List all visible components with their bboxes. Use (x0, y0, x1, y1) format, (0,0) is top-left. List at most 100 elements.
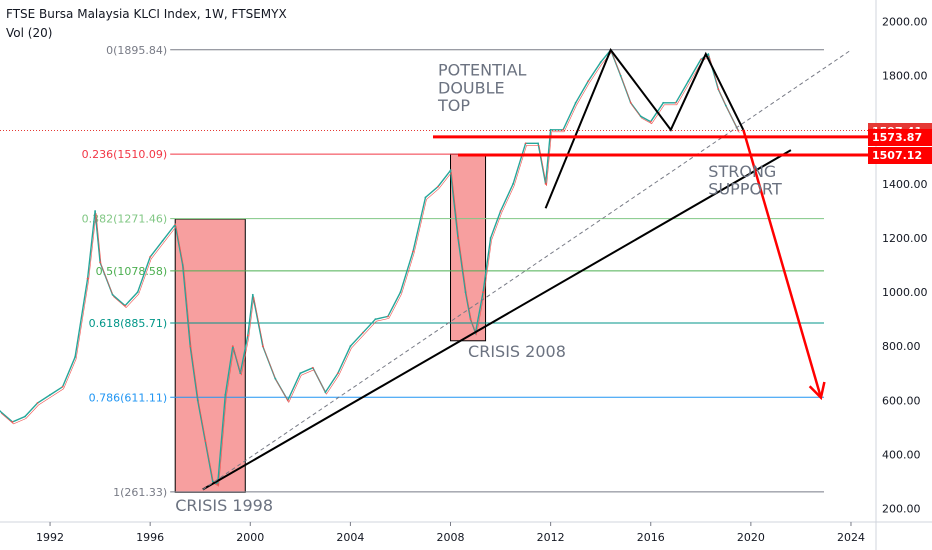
price-point (524, 142, 527, 145)
y-tick-label: 600.00 (882, 394, 921, 407)
y-tick-label: 1000.00 (882, 286, 928, 299)
price-point (0, 410, 1, 413)
price-point (537, 142, 540, 145)
price-point (216, 483, 219, 486)
double-top-pattern-line (544, 47, 745, 209)
price-point (674, 101, 677, 104)
price-point (544, 183, 547, 185)
price-point (464, 291, 467, 294)
price-point (11, 421, 14, 423)
price-point (374, 318, 377, 321)
fib-level-label: 0.5(1078.58) (96, 265, 168, 278)
price-point (469, 318, 472, 321)
forecast-arrow-head (808, 381, 826, 401)
price-point (619, 74, 622, 77)
price-point (424, 196, 427, 199)
price-point (324, 391, 327, 394)
price-point (387, 315, 389, 318)
price-point (74, 356, 76, 358)
chart-annotation: TOP (437, 96, 470, 115)
chart-annotation: CRISIS 1998 (175, 496, 273, 515)
price-point (649, 120, 652, 123)
y-tick-label: 400.00 (882, 448, 921, 461)
price-point (286, 399, 289, 402)
price-point (196, 399, 199, 402)
chart-annotation: POTENTIAL (438, 61, 527, 80)
price-point (181, 264, 184, 266)
crisis-box-0 (174, 218, 246, 493)
price-point (251, 293, 254, 296)
price-point (86, 277, 89, 280)
price-point (111, 293, 114, 296)
price-point (299, 372, 302, 375)
price-point (136, 291, 139, 294)
x-tick-label: 2020 (737, 531, 765, 544)
price-point (124, 304, 127, 307)
price-point (724, 104, 727, 107)
price-point (639, 115, 642, 118)
price-point (261, 345, 264, 348)
price-point (174, 223, 177, 226)
x-tick-label: 2012 (537, 531, 565, 544)
price-point (161, 239, 164, 242)
price-point (717, 88, 720, 91)
price-point (629, 101, 632, 104)
price-point (149, 256, 152, 258)
forecast-arrow-line (742, 129, 823, 398)
fib-level-label: 0.618(885.71) (89, 317, 168, 330)
price-point (412, 250, 414, 253)
crisis-highlight-boxes (174, 153, 487, 493)
fib-level-label: 0.786(611.11) (89, 391, 168, 404)
price-point (574, 101, 577, 104)
price-point (94, 210, 97, 212)
price-point (239, 372, 242, 375)
price-point (36, 402, 39, 404)
fib-level-label: 0.382(1271.46) (82, 213, 168, 226)
y-tick-label: 1800.00 (882, 70, 928, 83)
price-point (489, 237, 492, 239)
fibonacci-retracement: 0(1895.84) 0.236(1510.09) 0.382(1271.46) 0.… (82, 44, 824, 499)
price-point (549, 128, 552, 131)
fib-level-label: 1(261.33) (113, 486, 167, 499)
price-point (274, 377, 277, 380)
price-point (204, 439, 207, 442)
x-tick-label: 2016 (637, 531, 665, 544)
x-tick-label: 2024 (837, 531, 865, 544)
price-point (246, 334, 249, 337)
price-point (189, 345, 192, 348)
price-point (662, 101, 665, 104)
price-point (499, 210, 502, 212)
chart-annotation: CRISIS 2008 (468, 342, 566, 361)
volume-indicator-label[interactable]: Vol (20) (6, 26, 53, 40)
price-point (349, 345, 352, 348)
y-tick-label: 800.00 (882, 340, 921, 353)
price-point (437, 185, 439, 188)
price-point (707, 53, 710, 55)
price-point (99, 261, 102, 264)
price-point (211, 480, 214, 483)
price-point (562, 128, 565, 131)
price-series-shadow (0, 51, 740, 487)
fib-level-label: 0.236(1510.09) (82, 148, 168, 161)
price-point (362, 331, 364, 334)
price-tag: 1507.12 (868, 146, 932, 164)
y-tick-label: 200.00 (882, 502, 921, 515)
price-point (311, 366, 314, 369)
price-point (449, 169, 452, 172)
price-point (587, 80, 590, 83)
price-point (61, 385, 64, 388)
x-tick-label: 2000 (236, 531, 264, 544)
price-point (224, 393, 227, 396)
trendline-1 (202, 49, 852, 490)
chart-annotation: STRONG (708, 162, 776, 181)
chart-annotation: SUPPORT (708, 180, 782, 199)
trend-lines (0, 47, 876, 491)
price-point (49, 393, 51, 396)
price-point (699, 58, 702, 61)
price-point (231, 345, 234, 348)
x-tick-label: 1996 (136, 531, 164, 544)
fib-level-label: 0(1895.84) (106, 44, 167, 57)
y-tick-label: 2000.00 (882, 16, 928, 29)
